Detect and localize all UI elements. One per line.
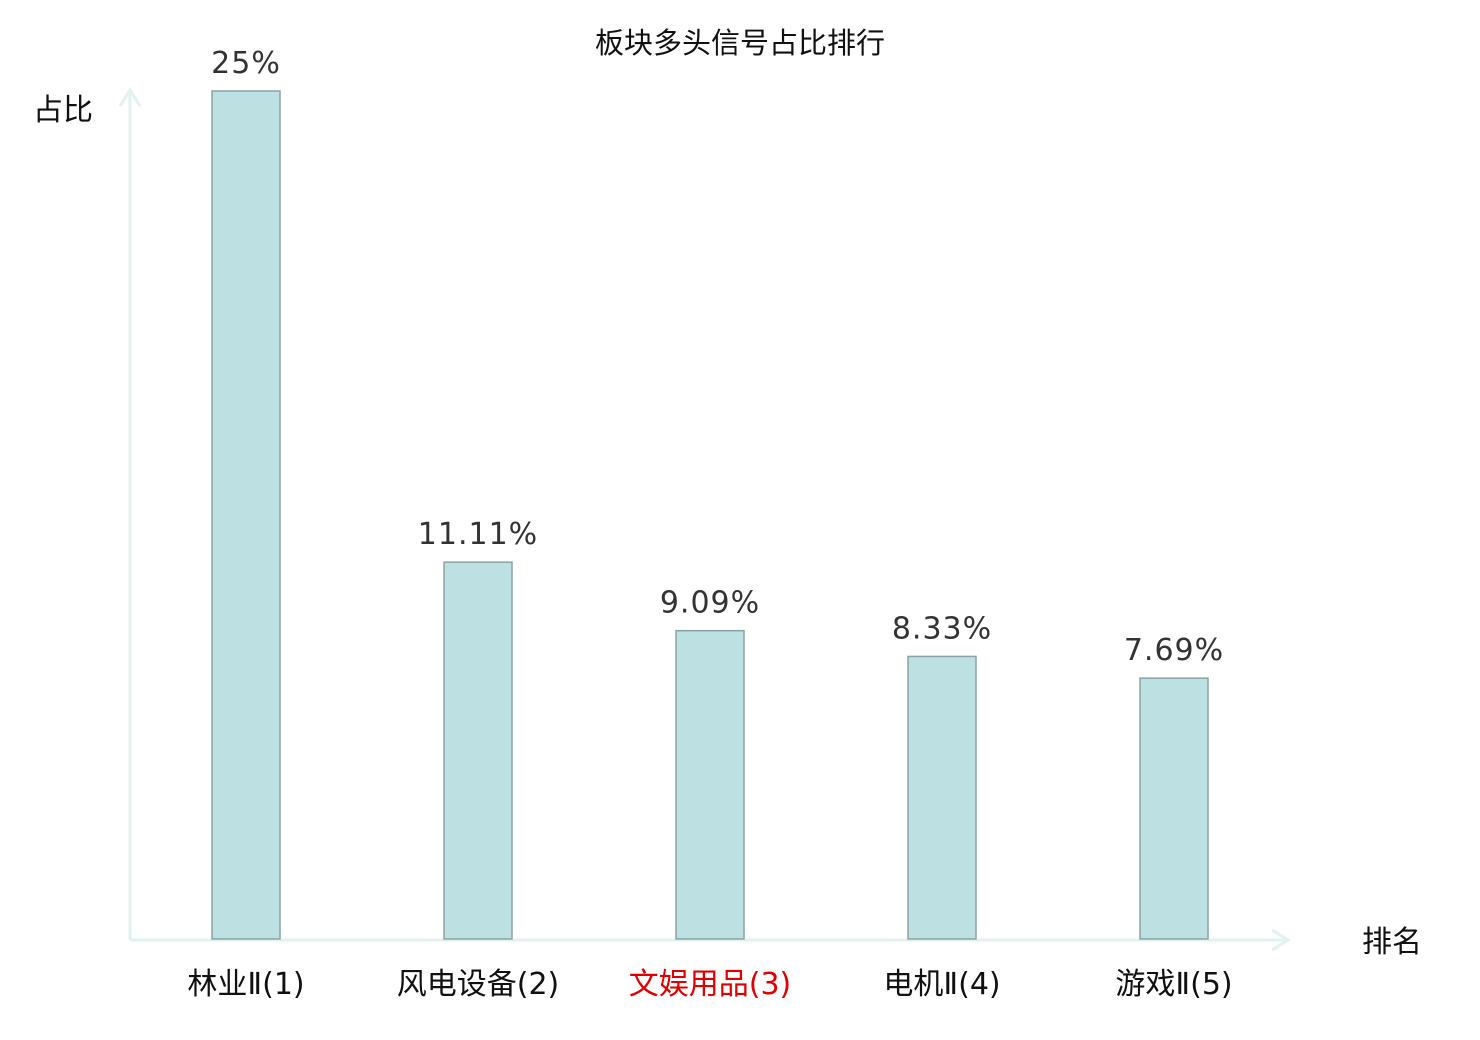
category-label-3: 文娱用品(3) [629, 967, 792, 1002]
bar-3 [675, 629, 745, 940]
x-axis-arrow [1271, 928, 1291, 952]
value-label-4: 8.33% [892, 611, 992, 646]
x-axis-title: 排名 [1362, 925, 1422, 960]
category-label-5: 游戏Ⅱ(5) [1115, 967, 1232, 1002]
x-axis [130, 928, 1291, 952]
bar-4 [907, 655, 977, 940]
chart-title: 板块多头信号占比排行 [595, 26, 885, 60]
value-labels-group: 25% 11.11% 9.09% 8.33% 7.69% [211, 46, 1224, 668]
category-label-2: 风电设备(2) [397, 967, 560, 1002]
value-label-3: 9.09% [660, 586, 760, 621]
category-label-1: 林业Ⅱ(1) [187, 967, 304, 1002]
value-label-2: 11.11% [418, 517, 538, 552]
category-labels-group: 林业Ⅱ(1) 风电设备(2) 文娱用品(3) 电机Ⅱ(4) 游戏Ⅱ(5) [187, 967, 1232, 1002]
value-label-5: 7.69% [1124, 633, 1224, 668]
bar-5 [1139, 677, 1209, 940]
bars-group [211, 90, 1209, 940]
bar-2 [443, 561, 513, 940]
y-axis-arrow [118, 87, 142, 107]
y-axis-title: 占比 [33, 93, 93, 128]
y-axis [118, 87, 142, 940]
value-label-1: 25% [211, 46, 281, 81]
category-label-4: 电机Ⅱ(4) [883, 967, 1000, 1002]
bar-1 [211, 90, 281, 940]
